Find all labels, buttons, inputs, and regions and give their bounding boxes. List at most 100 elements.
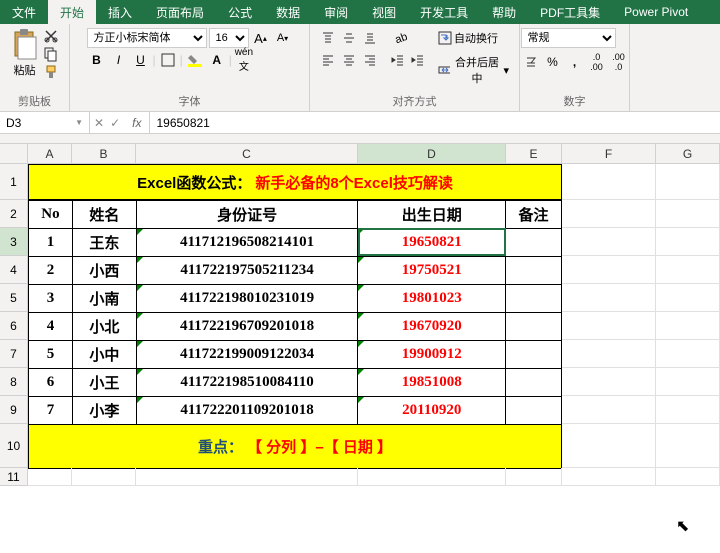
- row-header-10[interactable]: 10: [0, 424, 28, 468]
- increase-font-button[interactable]: A▴: [251, 28, 271, 48]
- empty-cell[interactable]: [656, 256, 720, 284]
- tab-file[interactable]: 文件: [0, 0, 48, 24]
- cell-id[interactable]: 411722198510084110: [136, 369, 358, 397]
- cell-id[interactable]: 411722196709201018: [136, 313, 358, 341]
- cell-name[interactable]: 小西: [72, 257, 136, 285]
- cell-id[interactable]: 411712196508214101: [136, 229, 358, 257]
- empty-cell[interactable]: [562, 256, 656, 284]
- col-header-g[interactable]: G: [656, 144, 720, 163]
- border-button[interactable]: [158, 50, 178, 70]
- cell-name[interactable]: 王东: [72, 229, 136, 257]
- cell-no[interactable]: 6: [29, 369, 73, 397]
- tab-pdf[interactable]: PDF工具集: [528, 0, 612, 24]
- empty-cell[interactable]: [72, 468, 136, 486]
- th-no[interactable]: No: [29, 201, 73, 229]
- empty-cell[interactable]: [136, 468, 358, 486]
- cell-no[interactable]: 7: [29, 397, 73, 425]
- tab-formulas[interactable]: 公式: [216, 0, 264, 24]
- decrease-indent-button[interactable]: [388, 50, 408, 70]
- cell-id[interactable]: 411722198010231019: [136, 285, 358, 313]
- format-painter-icon[interactable]: [43, 64, 59, 80]
- decrease-font-button[interactable]: A▾: [273, 28, 293, 48]
- align-right-button[interactable]: [360, 50, 380, 70]
- cell-note[interactable]: [506, 285, 562, 313]
- orientation-button[interactable]: ab: [388, 28, 412, 48]
- empty-cell[interactable]: [656, 368, 720, 396]
- col-header-f[interactable]: F: [562, 144, 656, 163]
- cell-note[interactable]: [506, 313, 562, 341]
- tab-layout[interactable]: 页面布局: [144, 0, 216, 24]
- name-box[interactable]: D3▼: [0, 112, 90, 133]
- cell-name[interactable]: 小中: [72, 341, 136, 369]
- empty-cell[interactable]: [656, 164, 720, 200]
- align-center-button[interactable]: [339, 50, 359, 70]
- select-all-corner[interactable]: [0, 144, 28, 163]
- cell-note[interactable]: [506, 257, 562, 285]
- th-note[interactable]: 备注: [506, 201, 562, 229]
- col-header-e[interactable]: E: [506, 144, 562, 163]
- cell-name[interactable]: 小王: [72, 369, 136, 397]
- tab-dev[interactable]: 开发工具: [408, 0, 480, 24]
- footer-row[interactable]: 重点： 【 分列 】–【 日期 】: [28, 425, 562, 469]
- empty-cell[interactable]: [562, 424, 656, 468]
- cell-no[interactable]: 5: [29, 341, 73, 369]
- tab-help[interactable]: 帮助: [480, 0, 528, 24]
- italic-button[interactable]: I: [109, 50, 129, 70]
- cell-name[interactable]: 小北: [72, 313, 136, 341]
- th-name[interactable]: 姓名: [72, 201, 136, 229]
- empty-cell[interactable]: [656, 200, 720, 228]
- cell-no[interactable]: 1: [29, 229, 73, 257]
- increase-decimal-button[interactable]: .0.00: [587, 52, 607, 72]
- row-header-7[interactable]: 7: [0, 340, 28, 368]
- increase-indent-button[interactable]: [408, 50, 428, 70]
- cell-note[interactable]: [506, 397, 562, 425]
- cell-note[interactable]: [506, 369, 562, 397]
- cell-id[interactable]: 411722197505211234: [136, 257, 358, 285]
- font-family-select[interactable]: 方正小标宋简体: [87, 28, 207, 48]
- copy-icon[interactable]: [43, 46, 59, 62]
- cut-icon[interactable]: [43, 28, 59, 44]
- row-header-2[interactable]: 2: [0, 200, 28, 228]
- font-color-button[interactable]: A: [207, 50, 227, 70]
- cell-birth[interactable]: 19801023: [358, 285, 506, 313]
- th-birth[interactable]: 出生日期: [358, 201, 506, 229]
- empty-cell[interactable]: [656, 312, 720, 340]
- tab-insert[interactable]: 插入: [96, 0, 144, 24]
- empty-cell[interactable]: [656, 284, 720, 312]
- col-header-c[interactable]: C: [136, 144, 358, 163]
- underline-button[interactable]: U: [131, 50, 151, 70]
- cell-birth[interactable]: 19670920: [358, 313, 506, 341]
- confirm-icon[interactable]: ✓: [110, 116, 120, 130]
- cell-birth[interactable]: 20110920: [358, 397, 506, 425]
- paste-button[interactable]: 粘贴: [11, 28, 39, 78]
- cell-birth[interactable]: 19900912: [358, 341, 506, 369]
- cell-no[interactable]: 4: [29, 313, 73, 341]
- col-header-b[interactable]: B: [72, 144, 136, 163]
- percent-button[interactable]: %: [543, 52, 563, 72]
- cell-birth[interactable]: 19750521: [358, 257, 506, 285]
- formula-input[interactable]: 19650821: [150, 112, 720, 133]
- empty-cell[interactable]: [358, 468, 506, 486]
- tab-powerpivot[interactable]: Power Pivot: [612, 0, 700, 24]
- tab-review[interactable]: 审阅: [312, 0, 360, 24]
- empty-cell[interactable]: [562, 312, 656, 340]
- align-middle-button[interactable]: [339, 28, 359, 48]
- empty-cell[interactable]: [656, 340, 720, 368]
- empty-cell[interactable]: [562, 164, 656, 200]
- cell-name[interactable]: 小南: [72, 285, 136, 313]
- row-header-6[interactable]: 6: [0, 312, 28, 340]
- empty-cell[interactable]: [656, 468, 720, 486]
- empty-cell[interactable]: [562, 368, 656, 396]
- tab-view[interactable]: 视图: [360, 0, 408, 24]
- empty-cell[interactable]: [562, 468, 656, 486]
- align-left-button[interactable]: [318, 50, 338, 70]
- col-header-d[interactable]: D: [358, 144, 506, 163]
- cell-name[interactable]: 小李: [72, 397, 136, 425]
- font-size-select[interactable]: 16: [209, 28, 249, 48]
- row-header-4[interactable]: 4: [0, 256, 28, 284]
- empty-cell[interactable]: [656, 228, 720, 256]
- cancel-icon[interactable]: ✕: [94, 116, 104, 130]
- empty-cell[interactable]: [656, 396, 720, 424]
- cell-id[interactable]: 411722199009122034: [136, 341, 358, 369]
- wrap-text-button[interactable]: 自动换行: [436, 28, 511, 48]
